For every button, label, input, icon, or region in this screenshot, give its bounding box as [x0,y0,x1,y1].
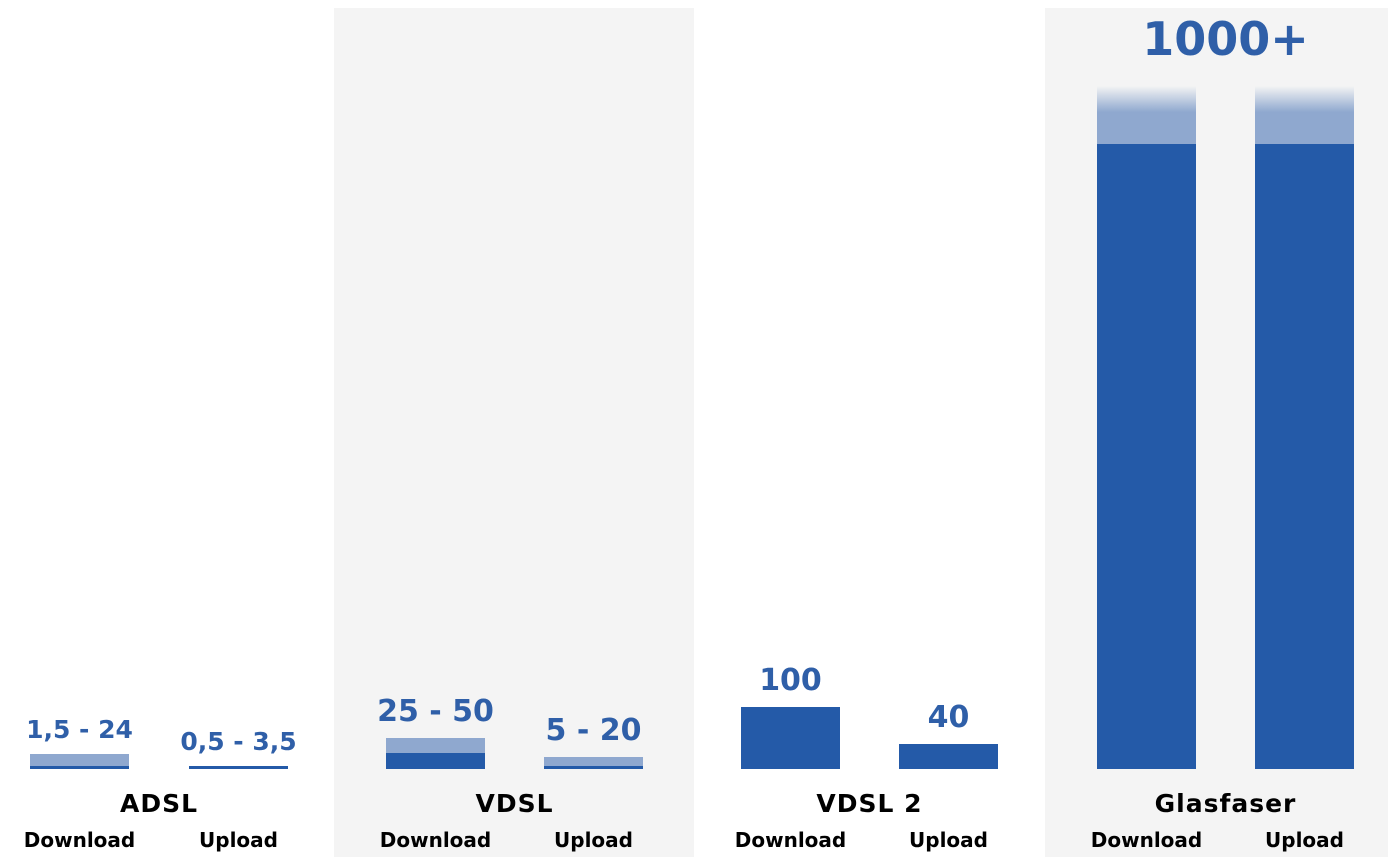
bar-category-label: Upload [909,828,988,852]
bar [30,766,129,769]
bar [544,765,643,769]
bar [1255,144,1354,769]
bar [1097,144,1196,769]
group-label: VDSL [475,789,554,818]
bar [386,753,485,769]
bar-range [30,754,129,766]
bar [741,706,840,769]
bar-range [386,737,485,754]
bar-open-end [1097,86,1196,144]
bar-value-label: 25 - 50 [377,693,494,729]
bar-category-label: Download [734,828,847,852]
bar-value-label: 0,5 - 3,5 [180,727,297,756]
bar-category-label: Download [379,828,492,852]
bar [899,744,998,769]
bar-category-label: Download [1090,828,1203,852]
bar-value-label: 1,5 - 24 [26,715,133,744]
bar-category-label: Download [23,828,136,852]
bar-value-label: 40 [927,700,970,735]
bar-category-label: Upload [199,828,278,852]
group-label: ADSL [119,789,199,818]
group-value-label: 1000+ [1142,12,1309,66]
group-label: Glasfaser [1154,789,1297,818]
bar-value-label: 100 [759,662,822,698]
bar-range [544,756,643,766]
group-label: VDSL 2 [816,789,923,818]
bar-open-end [1255,86,1354,144]
bar-value-label: 5 - 20 [545,712,642,748]
bar-category-label: Upload [554,828,633,852]
group-background [334,8,694,857]
bar-category-label: Upload [1265,828,1344,852]
bar [189,766,288,769]
